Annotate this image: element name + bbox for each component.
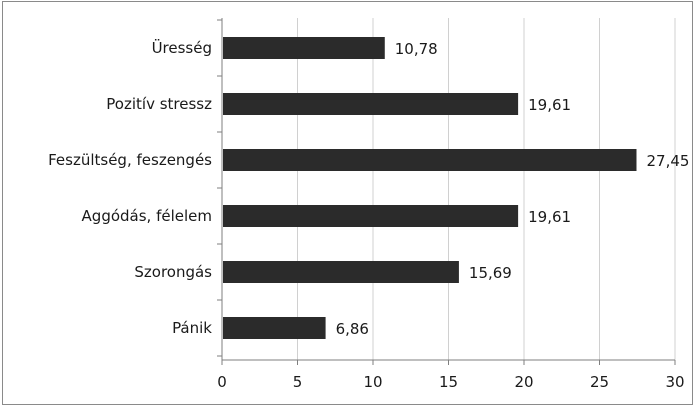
category-label: Pánik bbox=[172, 319, 212, 337]
x-tick-label: 25 bbox=[590, 373, 609, 391]
bar bbox=[223, 317, 326, 339]
x-tick-label: 30 bbox=[665, 373, 684, 391]
data-label: 27,45 bbox=[646, 152, 689, 170]
bar bbox=[223, 37, 385, 59]
bar bbox=[223, 149, 637, 171]
category-label: Aggódás, félelem bbox=[82, 207, 212, 225]
category-label: Feszültség, feszengés bbox=[48, 151, 212, 169]
bar bbox=[223, 261, 459, 283]
x-tick-label: 0 bbox=[217, 373, 227, 391]
x-tick-label: 5 bbox=[293, 373, 303, 391]
data-label: 15,69 bbox=[469, 264, 512, 282]
bar bbox=[223, 205, 519, 227]
category-label: Üresség bbox=[152, 38, 212, 57]
data-label: 19,61 bbox=[528, 208, 571, 226]
x-tick-label: 15 bbox=[439, 373, 458, 391]
data-label: 6,86 bbox=[336, 320, 369, 338]
data-label: 19,61 bbox=[528, 96, 571, 114]
category-label: Szorongás bbox=[134, 263, 212, 281]
data-label: 10,78 bbox=[395, 40, 438, 58]
bar bbox=[223, 93, 519, 115]
x-tick-label: 20 bbox=[514, 373, 533, 391]
x-tick-label: 10 bbox=[363, 373, 382, 391]
category-label: Pozitív stressz bbox=[106, 95, 212, 113]
